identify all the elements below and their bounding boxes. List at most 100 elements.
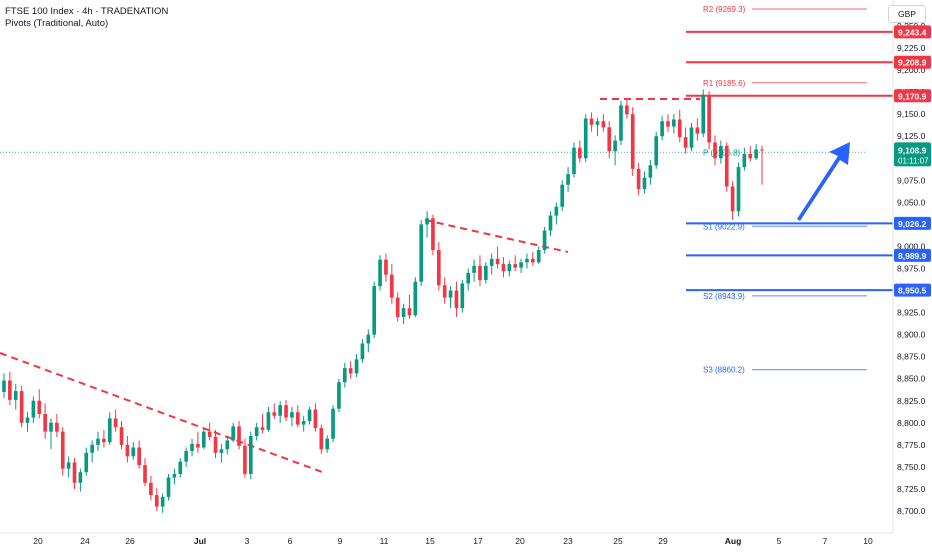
y-tick-label: 9,075.0 [897, 175, 926, 185]
candle-body [689, 127, 694, 148]
candle-body [466, 272, 471, 284]
y-tick-label: 9,200.0 [897, 65, 926, 75]
candle-body [166, 477, 171, 497]
candle-body [60, 431, 65, 469]
candle-body [401, 308, 406, 317]
candle-body [260, 427, 265, 430]
candle-body [413, 281, 418, 316]
candle-body [519, 262, 523, 268]
candle-body [654, 136, 659, 166]
candle-body [190, 443, 194, 452]
currency-badge[interactable]: GBP [888, 5, 926, 23]
candle-body [454, 290, 459, 309]
candle-body [554, 206, 559, 216]
candle-body [384, 259, 388, 275]
candle-body [266, 412, 271, 430]
candle-body [178, 461, 183, 474]
candle-body [184, 451, 188, 462]
candle-body [348, 368, 353, 374]
candle-body [395, 297, 400, 317]
indicator-label[interactable]: Pivots (Traditional, Auto) [5, 18, 109, 29]
up-arrow-icon [797, 142, 850, 221]
candle-body [542, 230, 547, 250]
y-tick-label: 8,925.0 [897, 308, 926, 318]
trendline-falling-1 [0, 352, 323, 473]
candle-body [96, 438, 100, 445]
candle-body [378, 259, 382, 287]
y-tick-label: 9,050.0 [897, 197, 926, 207]
candle-body [13, 391, 18, 400]
candle-body [37, 400, 42, 414]
candle-body [137, 447, 141, 466]
level-price-tag [894, 216, 931, 230]
candle-body [160, 496, 165, 507]
candle-body [677, 119, 682, 138]
candle-body [407, 308, 412, 316]
candle-body [625, 105, 629, 115]
x-tick-label: 20 [33, 536, 43, 546]
candle-body [225, 440, 230, 450]
candle-body [589, 118, 594, 125]
candle-body [254, 427, 259, 437]
candle-body [319, 428, 324, 450]
candle-body [448, 290, 453, 298]
pivot-label: R2 (9269.3) [703, 5, 746, 14]
x-tick-label: Aug [725, 536, 742, 546]
candle-body [431, 218, 435, 250]
candle-body [78, 472, 83, 483]
candle-body [572, 147, 576, 175]
candle-body [548, 215, 553, 231]
candle-body [337, 382, 341, 409]
candle-body [301, 421, 306, 425]
level-price-label: 9,026.2 [898, 219, 927, 229]
candle-body [425, 218, 429, 225]
x-tick-label: Jul [194, 536, 206, 546]
candle-body [107, 418, 112, 443]
candle-body [19, 391, 24, 423]
candle-body [642, 177, 647, 190]
candle-body [636, 168, 641, 190]
candle-body [72, 462, 77, 483]
candle-body [125, 444, 130, 457]
y-tick-label: 8,975.0 [897, 264, 926, 274]
candle-body [325, 438, 329, 450]
trendline-falling-2 [424, 219, 569, 253]
candle-body [201, 431, 206, 448]
candle-body [601, 121, 606, 128]
level-price-label: 8,950.5 [898, 286, 927, 296]
candle-body [507, 264, 512, 272]
candle-body [578, 147, 582, 159]
level-price-tag [894, 55, 931, 69]
candle-body [754, 149, 758, 159]
candle-body [724, 145, 729, 187]
level-price-label: 9,208.9 [898, 58, 927, 68]
pivot-label: S2 (8943.9) [703, 292, 745, 301]
pivot-label: S1 (9022.9) [703, 222, 745, 231]
candle-body [701, 94, 706, 134]
y-tick-label: 8,775.0 [897, 440, 926, 450]
candle-body [607, 127, 612, 152]
x-tick-label: 7 [823, 536, 828, 546]
candle-body [154, 495, 159, 507]
candle-body [243, 445, 247, 474]
x-tick-label: 6 [288, 536, 293, 546]
candle-body [566, 174, 570, 185]
candle-body [331, 408, 335, 439]
candle-body [372, 286, 377, 335]
candle-body [730, 186, 735, 212]
candle-body [49, 422, 53, 432]
level-price-label: 9,243.4 [898, 27, 927, 37]
candle-body [525, 258, 529, 263]
candle-body [478, 265, 482, 280]
x-tick-label: 17 [473, 536, 483, 546]
symbol-title[interactable]: FTSE 100 Index · 4h · TRADENATION [5, 6, 169, 17]
y-tick-label: 9,225.0 [897, 43, 926, 53]
candle-body [583, 118, 588, 159]
candle-body [742, 153, 747, 168]
y-tick-label: 8,725.0 [897, 484, 926, 494]
x-tick-label: 9 [338, 536, 343, 546]
candle-body [313, 409, 318, 429]
y-tick-label: 9,125.0 [897, 131, 926, 141]
